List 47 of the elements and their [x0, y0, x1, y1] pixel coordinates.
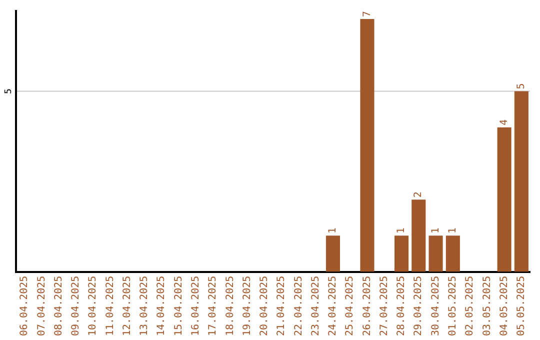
data-label: 1	[328, 228, 339, 234]
x-tick-label: 29.04.2025	[413, 276, 424, 336]
x-tick-label: 22.04.2025	[293, 276, 304, 336]
bar	[446, 236, 460, 272]
x-tick-label: 28.04.2025	[396, 276, 408, 336]
bar	[428, 236, 443, 272]
x-tick-label: 15.04.2025	[173, 276, 184, 336]
x-tick-label: 07.04.2025	[36, 276, 48, 336]
data-label: 2	[413, 192, 424, 198]
x-tick-label: 24.04.2025	[328, 276, 339, 336]
data-label: 1	[447, 228, 458, 234]
x-tick-label: 19.04.2025	[242, 276, 253, 336]
x-tick-label: 13.04.2025	[139, 276, 150, 336]
data-label: 5	[516, 83, 528, 90]
bar	[360, 19, 374, 272]
data-label: 1	[430, 228, 442, 234]
x-tick-label: 25.04.2025	[344, 276, 356, 336]
bar	[412, 200, 426, 272]
x-tick-label: 08.04.2025	[53, 276, 64, 336]
x-tick-label: 26.04.2025	[362, 276, 373, 336]
x-tick-label: 21.04.2025	[276, 276, 288, 336]
x-tick-label: 03.05.2025	[482, 276, 493, 336]
bar	[394, 236, 409, 272]
x-tick-label: 30.04.2025	[430, 276, 442, 336]
x-tick-label: 18.04.2025	[224, 276, 236, 336]
bar	[514, 91, 528, 272]
x-tick-label: 11.04.2025	[104, 276, 116, 336]
x-tick-label: 05.05.2025	[516, 276, 528, 336]
x-tick-label: 06.04.2025	[19, 276, 30, 336]
x-tick-label: 02.05.2025	[464, 276, 476, 336]
x-tick-label: 16.04.2025	[190, 276, 202, 336]
data-label: 7	[362, 10, 373, 18]
x-tick-label: 09.04.2025	[70, 276, 82, 336]
x-tick-label: 14.04.2025	[156, 276, 168, 336]
data-label: 4	[498, 119, 510, 126]
bar	[326, 236, 340, 272]
data-label: 1	[396, 228, 408, 234]
x-tick-label: 12.04.2025	[122, 276, 133, 336]
x-tick-label: 20.04.2025	[259, 276, 270, 336]
ref-line-label: 5	[4, 88, 14, 94]
bar	[497, 127, 512, 272]
x-tick-label: 17.04.2025	[208, 276, 219, 336]
x-tick-label: 27.04.2025	[378, 276, 390, 336]
x-tick-label: 01.05.2025	[447, 276, 458, 336]
x-tick-label: 23.04.2025	[310, 276, 322, 336]
x-tick-label: 10.04.2025	[88, 276, 99, 336]
x-tick-label: 04.05.2025	[498, 276, 510, 336]
